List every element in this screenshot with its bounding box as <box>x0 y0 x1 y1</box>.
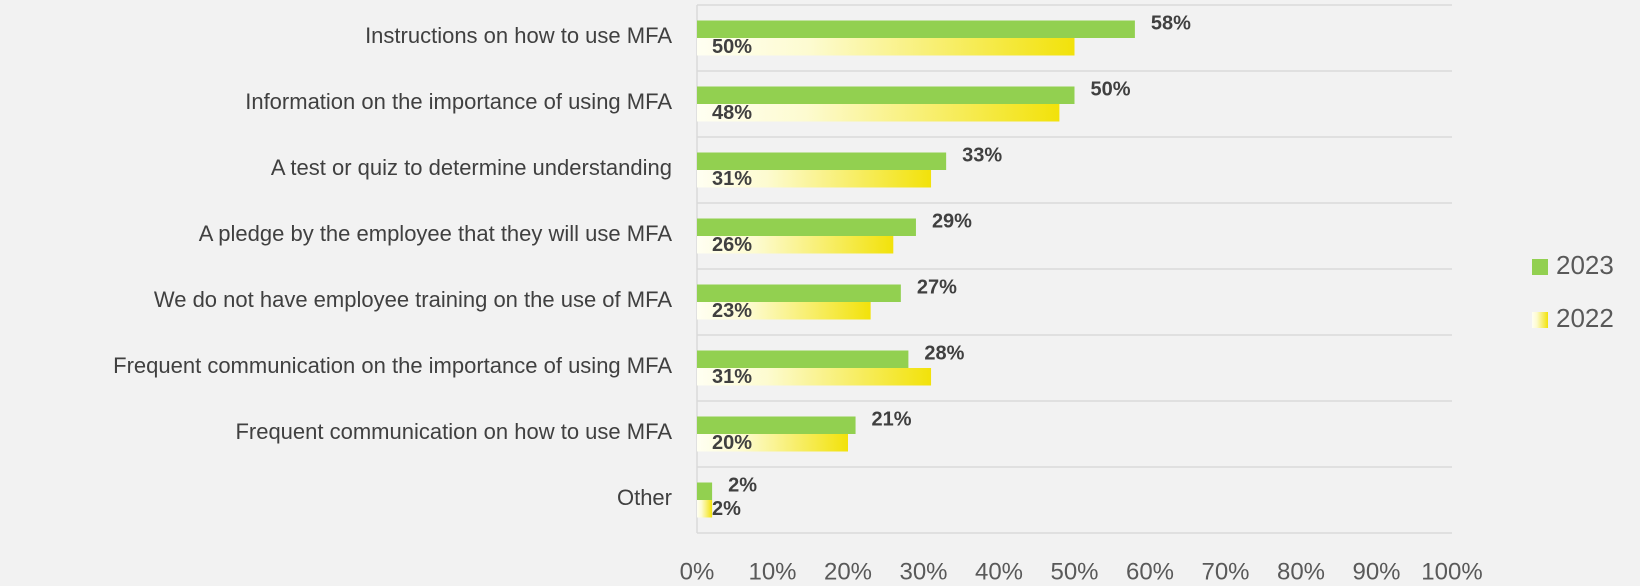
bar <box>697 236 894 254</box>
category-label: Frequent communication on how to use MFA <box>235 419 672 444</box>
bar <box>697 152 947 170</box>
bar <box>697 20 1135 38</box>
legend-swatch <box>1532 259 1548 275</box>
value-label: 31% <box>712 168 752 190</box>
legend-label: 2022 <box>1556 303 1614 333</box>
legend-label: 2023 <box>1556 250 1614 280</box>
x-tick-label: 80% <box>1277 558 1325 585</box>
value-label: 58% <box>1151 13 1191 35</box>
bar <box>697 482 713 500</box>
x-tick-label: 60% <box>1126 558 1174 585</box>
bar <box>697 350 909 368</box>
x-tick-label: 0% <box>680 558 715 585</box>
x-tick-label: 30% <box>899 558 947 585</box>
value-label: 27% <box>917 277 957 299</box>
x-tick-label: 40% <box>975 558 1023 585</box>
value-label: 29% <box>932 211 972 233</box>
value-label: 21% <box>872 409 912 431</box>
bar <box>697 104 1060 122</box>
bar <box>697 170 932 188</box>
value-label: 33% <box>962 145 1002 167</box>
bar <box>697 500 713 518</box>
category-label: Information on the importance of using M… <box>245 89 672 114</box>
bar <box>697 38 1075 56</box>
x-tick-label: 10% <box>748 558 796 585</box>
bar <box>697 86 1075 104</box>
value-label: 28% <box>924 343 964 365</box>
x-tick-label: 100% <box>1421 558 1482 585</box>
bar <box>697 218 916 236</box>
value-label: 26% <box>712 234 752 256</box>
bar <box>697 368 932 386</box>
bar <box>697 434 848 452</box>
value-label: 23% <box>712 300 752 322</box>
category-label: Instructions on how to use MFA <box>365 23 672 48</box>
category-label: A test or quiz to determine understandin… <box>271 155 672 180</box>
value-label: 50% <box>1091 79 1131 101</box>
value-label: 2% <box>728 475 757 497</box>
x-tick-label: 20% <box>824 558 872 585</box>
bar <box>697 302 871 320</box>
value-label: 50% <box>712 36 752 58</box>
legend-swatch <box>1532 312 1548 328</box>
x-tick-label: 70% <box>1201 558 1249 585</box>
value-label: 48% <box>712 102 752 124</box>
category-label: Frequent communication on the importance… <box>113 353 672 378</box>
category-label: A pledge by the employee that they will … <box>199 221 673 246</box>
value-label: 20% <box>712 432 752 454</box>
category-label: Other <box>617 485 672 510</box>
x-tick-label: 50% <box>1050 558 1098 585</box>
value-label: 2% <box>712 498 741 520</box>
x-tick-label: 90% <box>1352 558 1400 585</box>
bar <box>697 284 901 302</box>
value-label: 31% <box>712 366 752 388</box>
category-label: We do not have employee training on the … <box>154 287 672 312</box>
bar <box>697 416 856 434</box>
